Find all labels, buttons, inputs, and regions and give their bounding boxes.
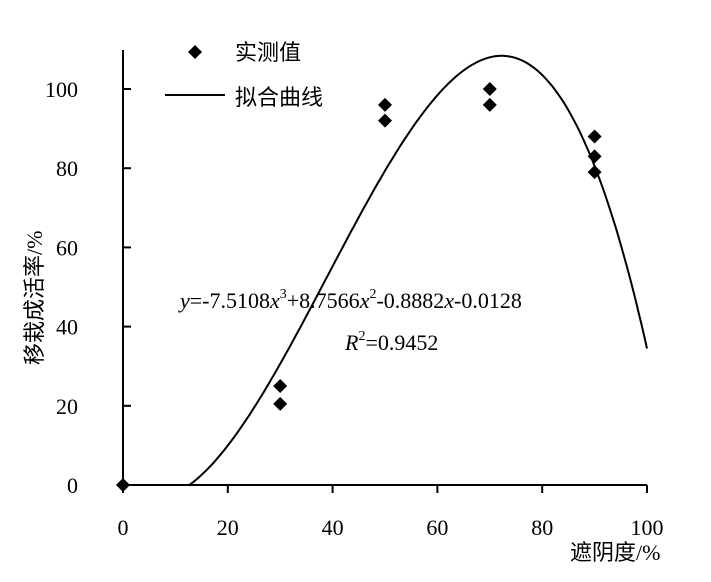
data-point-diamond [482, 82, 497, 96]
x-tick-label: 0 [118, 515, 129, 540]
data-point-diamond [273, 396, 288, 411]
legend-marker-diamond [188, 45, 202, 59]
legend: 实测值 拟合曲线 [165, 40, 323, 110]
data-point-diamond [378, 97, 392, 112]
x-tick-label: 20 [217, 515, 239, 540]
x-tick-label: 100 [631, 515, 664, 540]
legend-label-measured: 实测值 [235, 40, 301, 65]
data-point-diamond [587, 129, 602, 144]
y-tick-label: 80 [56, 156, 78, 181]
x-ticks: 0 20 40 60 80 100 [118, 485, 664, 540]
y-tick-label: 40 [56, 315, 78, 340]
fit-curve [187, 54, 648, 487]
data-point-diamond [116, 478, 130, 492]
equation-annotation: y=-7.5108x3+8.7566x2-0.8882x-0.0128 [178, 287, 522, 313]
legend-label-fit: 拟合曲线 [235, 85, 323, 110]
data-point-diamond [587, 149, 602, 164]
y-tick-label: 60 [56, 235, 78, 260]
y-tick-label: 20 [56, 394, 78, 419]
y-axis-title: 移栽成活率/% [22, 231, 47, 365]
y-tick-label: 0 [67, 473, 78, 498]
x-tick-label: 40 [322, 515, 344, 540]
y-tick-label: 100 [45, 77, 78, 102]
axes [122, 50, 647, 486]
x-tick-label: 80 [531, 515, 553, 540]
y-ticks: 0 20 40 60 80 100 [45, 77, 131, 498]
data-point-diamond [273, 379, 288, 393]
data-point-diamond [587, 165, 602, 180]
data-point-diamond [378, 113, 392, 128]
r-squared-annotation: R2=0.9452 [344, 329, 438, 355]
x-axis-title: 遮阴度/% [570, 540, 660, 565]
data-points [116, 82, 602, 492]
x-tick-label: 60 [426, 515, 448, 540]
data-point-diamond [482, 97, 497, 112]
